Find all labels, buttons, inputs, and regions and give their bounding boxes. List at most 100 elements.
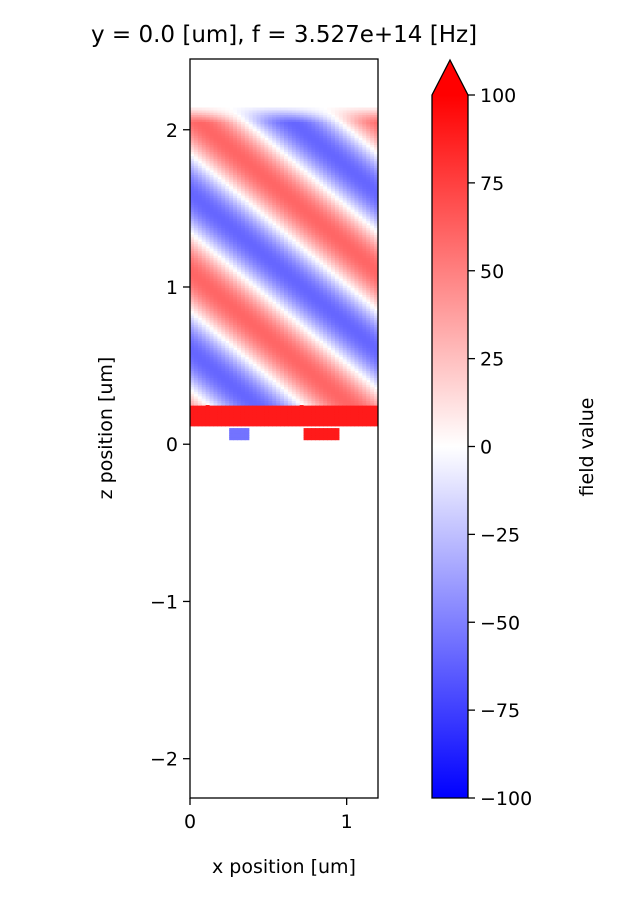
heatmap-cell: [252, 255, 258, 259]
heatmap-cell: [331, 388, 336, 392]
heatmap-cell: [276, 211, 281, 215]
heatmap-cell: [244, 169, 250, 173]
heatmap-cell: [244, 372, 250, 376]
heatmap-cell: [240, 227, 246, 231]
heatmap-cell: [319, 135, 324, 139]
heatmap-cell: [233, 275, 238, 279]
heatmap-cell: [272, 322, 277, 325]
heatmap-cell: [315, 365, 320, 369]
heatmap-cell: [319, 199, 324, 203]
heatmap-cell: [217, 379, 222, 383]
heatmap-cell: [299, 181, 305, 185]
heatmap-cell: [237, 388, 242, 392]
heatmap-cell: [303, 229, 309, 233]
heatmap-cell: [197, 294, 203, 298]
heatmap-cell: [252, 423, 258, 427]
heatmap-cell: [280, 342, 285, 346]
heatmap-cell: [264, 333, 269, 337]
heatmap-cell: [323, 326, 328, 330]
heatmap-cell: [287, 328, 293, 332]
heatmap-cell: [287, 199, 293, 203]
heatmap-cell: [197, 347, 203, 351]
heatmap-cell: [272, 248, 277, 252]
heatmap-cell: [229, 363, 234, 367]
heatmap-cell: [217, 328, 222, 332]
heatmap-cell: [244, 391, 250, 395]
heatmap-cell: [311, 213, 316, 217]
heatmap-cell: [197, 248, 203, 252]
heatmap-cell: [291, 351, 297, 355]
heatmap-cell: [327, 202, 332, 205]
heatmap-cell: [252, 416, 258, 420]
heatmap-cell: [303, 218, 309, 222]
heatmap-cell: [237, 144, 242, 148]
heatmap-cell: [205, 372, 211, 376]
heatmap-cell: [233, 119, 238, 122]
heatmap-cell: [233, 264, 238, 268]
heatmap-cell: [252, 266, 258, 270]
heatmap-cell: [252, 312, 258, 316]
heatmap-cell: [280, 255, 285, 259]
heatmap-cell: [201, 181, 207, 185]
heatmap-cell: [264, 158, 269, 162]
heatmap-cell: [276, 407, 281, 411]
heatmap-cell: [307, 248, 313, 252]
heatmap-cell: [201, 190, 207, 194]
heatmap-cell: [291, 167, 297, 171]
heatmap-cell: [315, 218, 320, 222]
heatmap-cell: [319, 338, 324, 342]
heatmap-cell: [237, 289, 242, 293]
heatmap-cell: [221, 197, 226, 201]
heatmap-cell: [311, 179, 316, 182]
heatmap-cell: [244, 149, 250, 152]
heatmap-cell: [276, 220, 281, 224]
heatmap-cell: [319, 137, 324, 141]
heatmap-cell: [303, 255, 309, 259]
heatmap-cell: [233, 181, 238, 185]
heatmap-cell: [295, 266, 301, 270]
heatmap-cell: [280, 319, 285, 323]
heatmap-cell: [272, 287, 277, 291]
heatmap-cell: [237, 250, 242, 254]
heatmap-cell: [307, 411, 313, 415]
heatmap-cell: [280, 398, 285, 402]
heatmap-cell: [221, 109, 226, 113]
heatmap-cell: [237, 273, 242, 277]
heatmap-cell: [299, 222, 305, 226]
heatmap-cell: [272, 351, 277, 355]
heatmap-cell: [197, 328, 203, 332]
heatmap-cell: [327, 351, 332, 355]
heatmap-cell: [260, 188, 266, 192]
heatmap-cell: [256, 296, 262, 300]
heatmap-cell: [217, 209, 222, 212]
heatmap-cell: [319, 375, 324, 378]
heatmap-cell: [307, 271, 313, 275]
heatmap-cell: [237, 298, 242, 302]
heatmap-cell: [229, 121, 234, 125]
heatmap-cell: [272, 331, 277, 335]
heatmap-cell: [284, 340, 289, 344]
heatmap-cell: [299, 132, 305, 136]
heatmap-cell: [193, 354, 199, 358]
heatmap-cell: [315, 114, 320, 118]
heatmap-cell: [284, 238, 289, 242]
heatmap-cell: [256, 262, 262, 265]
heatmap-cell: [303, 190, 309, 194]
heatmap-cell: [287, 229, 293, 233]
heatmap-cell: [240, 393, 246, 397]
heatmap-cell: [190, 391, 195, 395]
heatmap-cell: [319, 146, 324, 150]
heatmap-cell: [244, 232, 250, 235]
heatmap-cell: [205, 273, 211, 277]
heatmap-cell: [244, 137, 250, 141]
heatmap-cell: [213, 137, 219, 141]
heatmap-cell: [264, 188, 269, 192]
heatmap-cell: [327, 393, 332, 397]
heatmap-cell: [264, 303, 269, 307]
heatmap-cell: [315, 278, 320, 282]
heatmap-cell: [205, 139, 211, 143]
heatmap-cell: [197, 268, 203, 272]
heatmap-cell: [213, 379, 219, 383]
heatmap-cell: [229, 395, 234, 399]
heatmap-cell: [319, 227, 324, 231]
